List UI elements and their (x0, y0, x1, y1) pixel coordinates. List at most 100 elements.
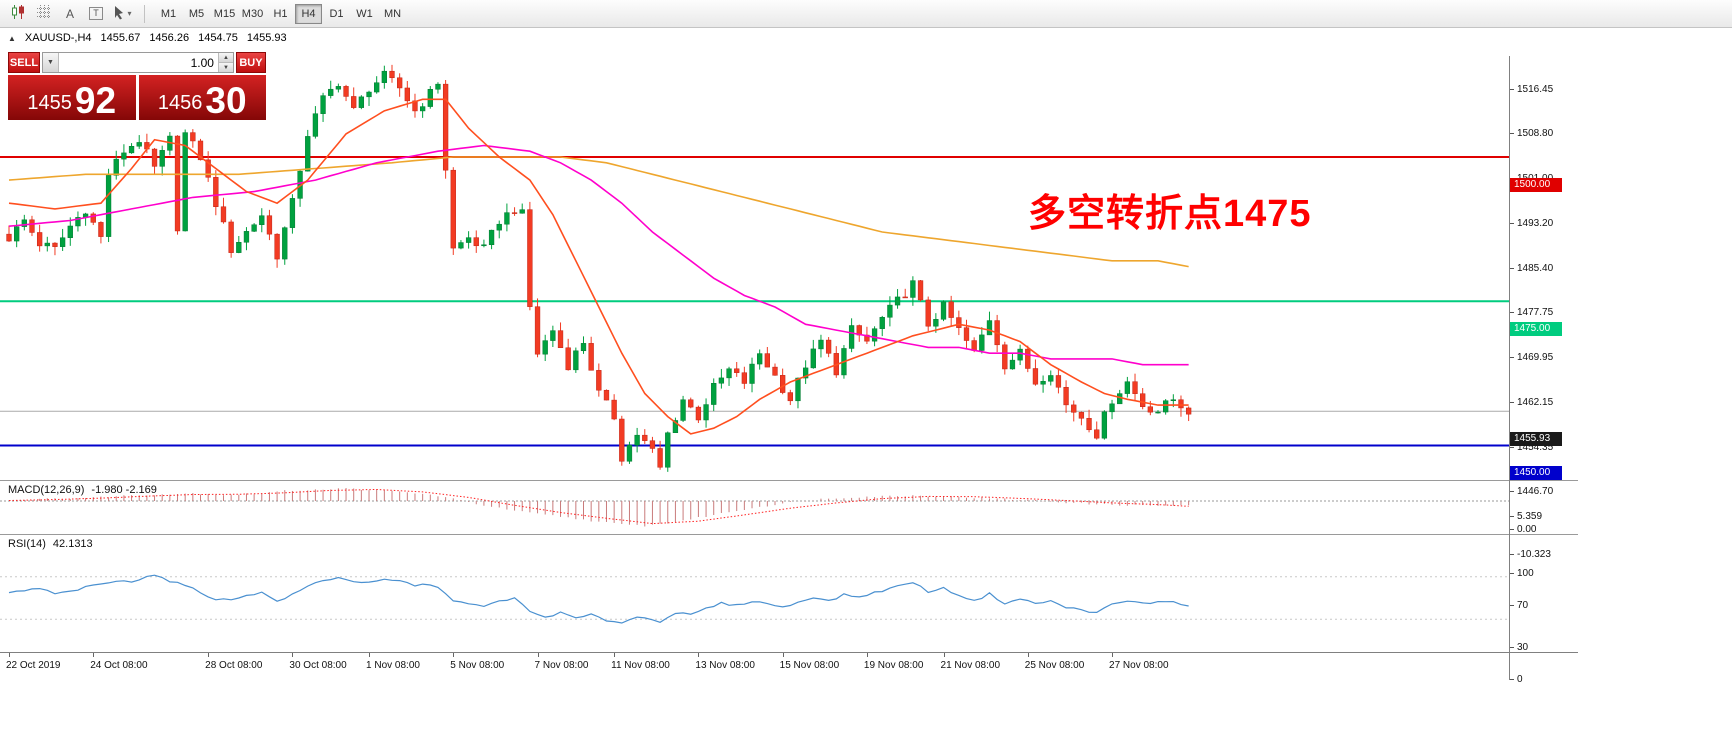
timeframe-toolbar: M1 M5 M15 M30 H1 H4 D1 W1 MN (155, 3, 406, 24)
timeframe-m5-button[interactable]: M5 (183, 4, 210, 24)
timeframe-h1-button[interactable]: H1 (267, 4, 294, 24)
price-tick-label: 1516.45 (1517, 84, 1554, 96)
ohlc-high: 1456.26 (149, 32, 190, 44)
price-axis[interactable]: 1500.00 1475.00 1450.00 1455.93 1516.45 1… (1509, 56, 1578, 685)
ma-mid-line (8, 144, 1189, 366)
time-tick-mark (369, 653, 371, 657)
timeframe-h4-button[interactable]: H4 (295, 3, 322, 24)
time-axis[interactable]: 22 Oct 2019 24 Oct 08:00 28 Oct 08:00 30 Oc… (0, 652, 1578, 676)
price-tick-mark (1510, 516, 1514, 518)
rsi-axis-label: 30 (1517, 642, 1529, 654)
rsi-value: 42.1313 (52, 538, 93, 550)
ask-big-digits: 30 (205, 80, 247, 122)
price-tick-mark (1510, 491, 1514, 493)
label-tool-icon: T (89, 7, 103, 20)
ma-slow-line (8, 156, 1189, 268)
grid-icon-button[interactable] (32, 3, 56, 25)
main-chart-canvas[interactable] (0, 28, 1509, 480)
chart-annotation-text: 多空转折点1475 (1028, 193, 1312, 235)
text-tool-button[interactable]: A (58, 3, 82, 25)
rsi-line (8, 574, 1189, 624)
buy-button[interactable]: BUY (235, 52, 266, 73)
time-tick-mark (698, 653, 700, 657)
price-tick-mark (1510, 553, 1514, 555)
rsi-axis-label: 100 (1517, 568, 1534, 579)
macd-axis-label: 0.00 (1517, 524, 1537, 535)
grid-icon (36, 4, 52, 23)
time-label: 11 Nov 08:00 (611, 660, 670, 671)
timeframe-mn-button[interactable]: MN (379, 4, 406, 24)
macd-signal-line (8, 488, 1189, 525)
time-label: 27 Nov 08:00 (1109, 660, 1169, 671)
symbol-collapse-triangle[interactable]: ▲ (8, 33, 16, 43)
rsi-axis-label: 0 (1517, 674, 1523, 685)
symbol-period-label: XAUUSD-,H4 (24, 32, 92, 44)
time-tick-mark (453, 653, 455, 657)
volume-input[interactable] (58, 53, 218, 72)
rsi-name: RSI(14) (8, 538, 46, 550)
label-tool-button[interactable]: T (84, 3, 108, 25)
time-label: 15 Nov 08:00 (779, 660, 840, 671)
ask-price-button[interactable]: 1456 30 (138, 75, 266, 122)
time-tick-mark (537, 653, 539, 657)
price-tick-label: 1485.40 (1517, 263, 1554, 275)
cursor-icon (112, 5, 126, 23)
time-tick-mark (866, 653, 868, 657)
timeframe-w1-button[interactable]: W1 (351, 4, 378, 24)
price-tick-mark (1510, 89, 1514, 91)
ask-main-digits: 1456 (157, 92, 203, 114)
volume-increase-button[interactable]: ▲ (218, 53, 233, 62)
macd-label: MACD(12,26,9) -1.980 -2.169 (8, 484, 157, 496)
price-tick-label: 1462.15 (1517, 397, 1554, 409)
chart-candles-icon (10, 4, 27, 23)
timeframe-m30-button[interactable]: M30 (239, 4, 266, 24)
rsi-axis-label: 70 (1517, 599, 1529, 611)
time-tick-mark (1027, 653, 1029, 657)
volume-spinner: ▲ ▼ (217, 53, 233, 72)
price-tick-mark (1510, 647, 1514, 649)
price-tick-mark (1510, 133, 1514, 135)
time-label: 19 Nov 08:00 (863, 660, 924, 671)
macd-name: MACD(12,26,9) (8, 484, 85, 496)
volume-decrease-button[interactable]: ▼ (218, 62, 233, 72)
price-tick-mark (1510, 223, 1514, 225)
macd-histogram (8, 488, 1190, 527)
time-label: 1 Nov 08:00 (366, 660, 420, 671)
bid-price-button[interactable]: 1455 92 (8, 75, 136, 120)
volume-control: ▼ ▲ ▼ (41, 52, 234, 73)
price-tick-mark (1510, 402, 1514, 404)
ma-fast-line (8, 98, 1189, 435)
time-label: 25 Nov 08:00 (1024, 660, 1085, 671)
timeframe-d1-button[interactable]: D1 (323, 4, 350, 24)
panel-separator[interactable] (0, 534, 1578, 535)
price-level-badge-1450: 1450.00 (1510, 466, 1562, 481)
cursor-tool-button[interactable]: ▾ (110, 3, 134, 25)
rsi-panel-canvas[interactable] (0, 535, 1509, 652)
time-tick-mark (9, 653, 10, 657)
current-price-badge: 1455.93 (1510, 432, 1562, 447)
timeframe-m1-button[interactable]: M1 (155, 4, 182, 24)
time-label: 28 Oct 08:00 (205, 660, 263, 671)
macd-panel-canvas[interactable] (0, 481, 1509, 534)
ohlc-low: 1454.75 (198, 32, 238, 44)
price-tick-mark (1510, 268, 1514, 270)
ohlc-open: 1455.67 (100, 32, 141, 44)
top-toolbar: A T ▾ M1 M5 M15 M30 H1 H4 D1 W1 MN (0, 0, 1732, 28)
price-tick-mark (1510, 312, 1514, 314)
time-label: 13 Nov 08:00 (695, 660, 755, 671)
bid-main-digits: 1455 (27, 92, 72, 114)
sell-button[interactable]: SELL (8, 52, 40, 73)
time-label: 30 Oct 08:00 (289, 660, 347, 671)
macd-axis-label: 5.359 (1517, 511, 1543, 523)
price-tick-label: 1454.35 (1517, 442, 1554, 454)
volume-dropdown-button[interactable]: ▼ (42, 53, 59, 72)
price-tick-mark (1510, 679, 1514, 680)
chevron-down-icon: ▾ (127, 9, 132, 18)
time-tick-mark (93, 653, 95, 657)
one-click-trading-panel: SELL ▼ ▲ ▼ BUY 1455 92 1456 30 (8, 52, 266, 120)
price-tick-label: 1508.80 (1517, 128, 1554, 140)
panel-separator[interactable] (0, 480, 1578, 481)
chart-candles-icon-button[interactable] (6, 3, 30, 25)
timeframe-m15-button[interactable]: M15 (211, 4, 238, 24)
price-tick-mark (1510, 357, 1514, 359)
